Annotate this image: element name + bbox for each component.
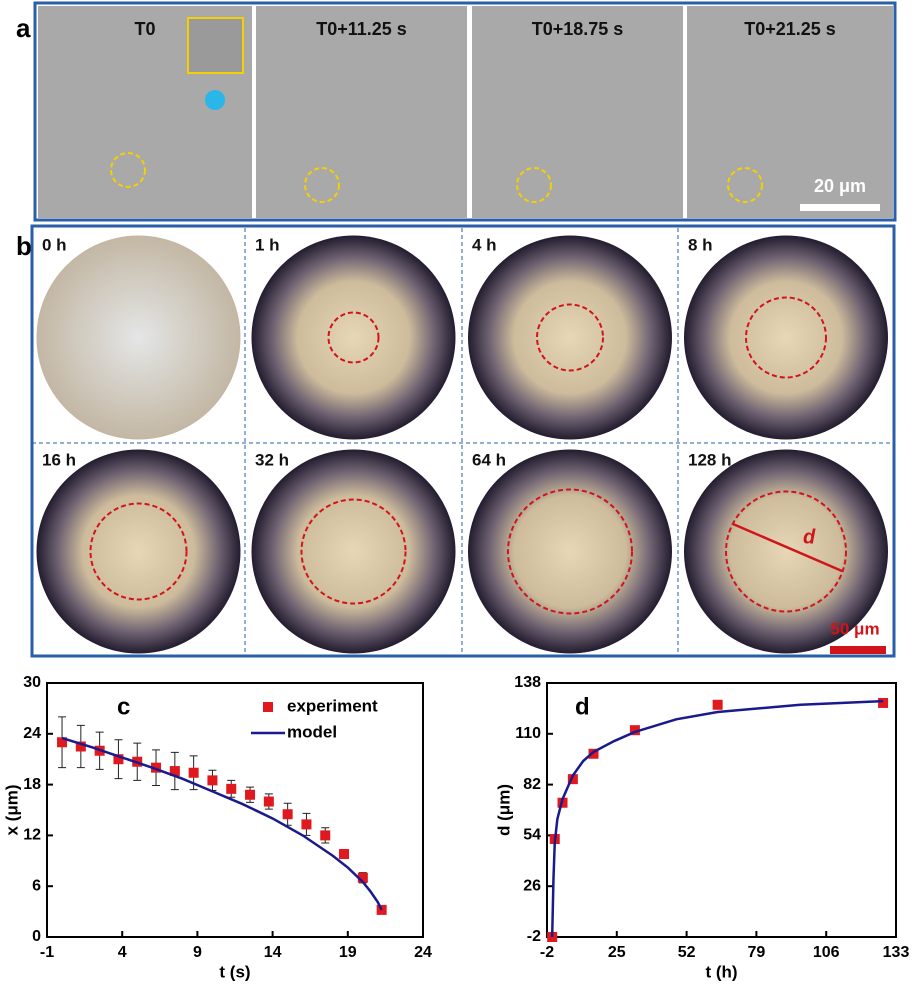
legend-label: model xyxy=(287,722,337,741)
data-point xyxy=(320,830,330,840)
time-label: 32 h xyxy=(255,450,289,469)
frame-time: T0+21.25 s xyxy=(744,19,836,39)
droplet xyxy=(37,450,241,654)
droplet xyxy=(252,450,456,654)
droplet xyxy=(684,236,888,440)
x-tick-label: 14 xyxy=(264,944,282,961)
x-tick-label: -2 xyxy=(540,944,554,961)
legend-label: experiment xyxy=(287,696,378,715)
y-tick-label: 26 xyxy=(523,877,541,894)
droplet xyxy=(37,236,241,440)
legend-swatch xyxy=(263,702,273,712)
plot-frame xyxy=(47,683,423,937)
x-tick-label: 19 xyxy=(339,944,357,961)
data-point xyxy=(878,698,888,708)
scale-bar xyxy=(830,646,886,654)
panel-label: c xyxy=(117,693,130,720)
x-tick-label: 106 xyxy=(813,944,840,961)
inset xyxy=(188,18,243,73)
x-tick-label: 24 xyxy=(414,944,432,961)
panel-label: b xyxy=(16,231,32,261)
data-point xyxy=(264,797,274,807)
x-tick-label: 25 xyxy=(608,944,626,961)
x-tick-label: 4 xyxy=(118,944,127,961)
y-tick-label: 12 xyxy=(23,827,41,844)
data-point xyxy=(245,790,255,800)
droplet xyxy=(468,236,672,440)
droplet xyxy=(252,236,456,440)
y-tick-label: 30 xyxy=(23,674,41,691)
panel-label: a xyxy=(16,13,31,43)
time-label: 16 h xyxy=(42,450,76,469)
scale-bar xyxy=(800,204,880,211)
model-line xyxy=(552,701,883,937)
time-label: 8 h xyxy=(688,235,713,254)
time-label: 128 h xyxy=(688,450,731,469)
y-tick-label: 54 xyxy=(523,827,541,844)
data-point xyxy=(339,849,349,859)
time-label: 0 h xyxy=(42,235,67,254)
diameter-label: d xyxy=(803,526,816,548)
scale-label: 20 μm xyxy=(814,176,866,196)
panel-label: d xyxy=(575,693,590,720)
x-axis-label: t (h) xyxy=(705,962,737,981)
data-point xyxy=(713,700,723,710)
y-tick-label: 24 xyxy=(23,725,41,742)
y-tick-label: 110 xyxy=(515,725,541,742)
scale-label: 50 μm xyxy=(830,619,879,638)
y-tick-label: 82 xyxy=(523,776,541,793)
y-tick-label: 6 xyxy=(32,877,41,894)
x-tick-label: -1 xyxy=(40,944,54,961)
y-tick-label: 18 xyxy=(23,776,41,793)
x-axis-label: t (s) xyxy=(219,962,250,981)
x-tick-label: 133 xyxy=(883,944,910,961)
time-label: 1 h xyxy=(255,235,280,254)
figure: a b T0 T0+11.25 s T0+18.75 s T0+21.25 s 20 μ… xyxy=(0,0,915,983)
x-tick-label: 79 xyxy=(748,944,766,961)
inset-particle xyxy=(205,90,225,110)
data-point xyxy=(226,784,236,794)
y-axis-label: d (μm) xyxy=(494,784,513,836)
data-point xyxy=(301,819,311,829)
x-tick-label: 9 xyxy=(193,944,202,961)
data-point xyxy=(189,768,199,778)
y-tick-label: 138 xyxy=(514,674,541,691)
data-point xyxy=(283,809,293,819)
time-label: 4 h xyxy=(472,235,497,254)
data-point xyxy=(207,775,217,785)
time-label: 64 h xyxy=(472,450,506,469)
plot-frame xyxy=(547,683,896,937)
frame-time: T0+11.25 s xyxy=(316,19,407,39)
y-tick-label: 0 xyxy=(32,928,41,945)
frame-time: T0 xyxy=(134,19,155,39)
y-tick-label: -2 xyxy=(527,928,541,945)
y-axis-label: x (μm) xyxy=(2,784,21,835)
droplet xyxy=(468,450,672,654)
x-tick-label: 52 xyxy=(678,944,696,961)
frame-time: T0+18.75 s xyxy=(532,19,624,39)
model-line xyxy=(62,738,382,910)
